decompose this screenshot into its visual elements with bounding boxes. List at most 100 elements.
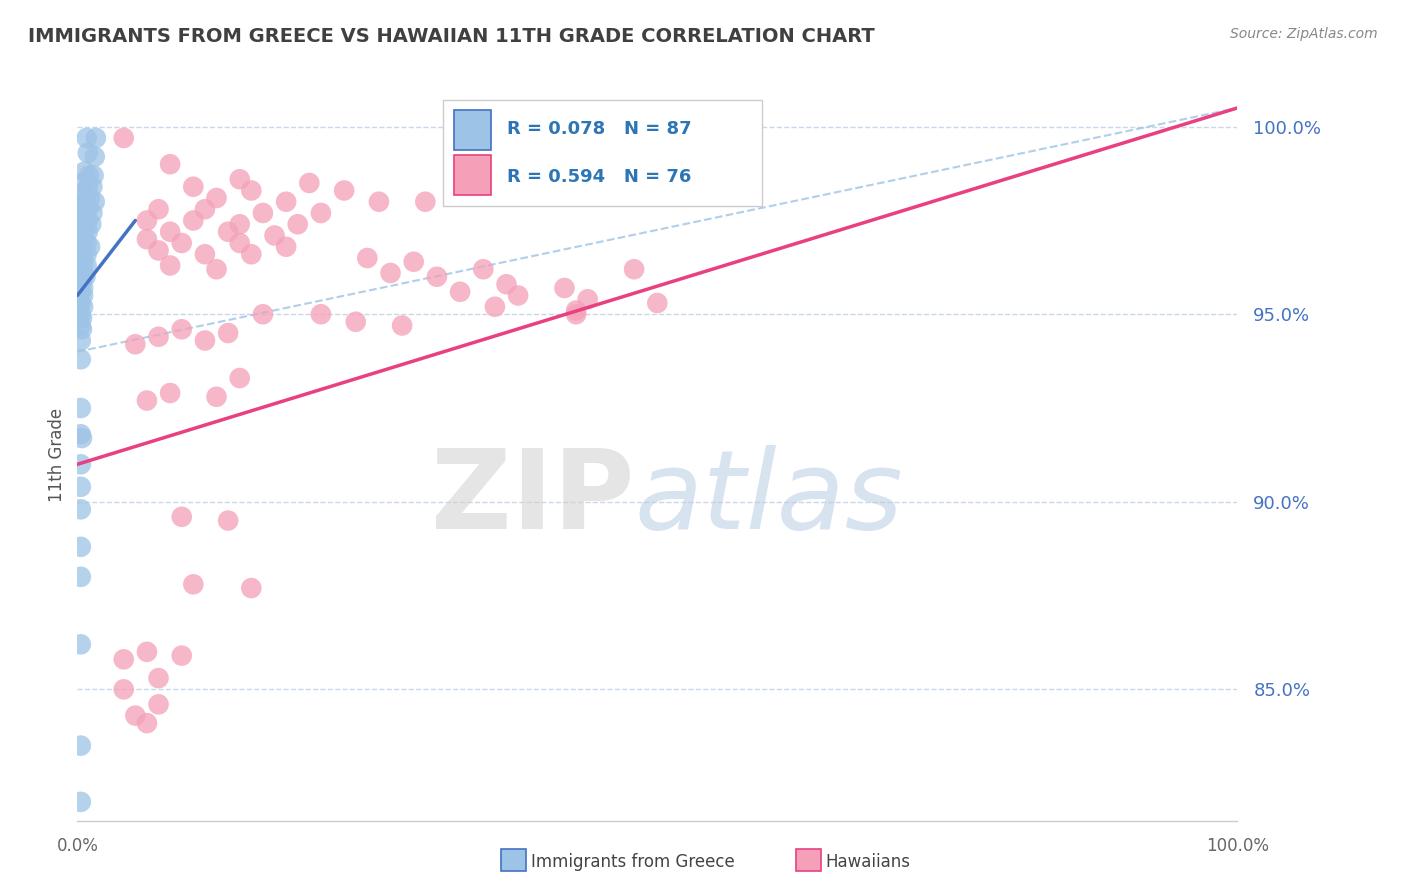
Point	[76, 131, 98, 145]
Point	[69, 502, 91, 516]
Point	[124, 708, 146, 723]
Point	[69, 244, 91, 258]
Point	[344, 315, 367, 329]
Point	[72, 269, 94, 284]
FancyBboxPatch shape	[443, 100, 762, 206]
Point	[495, 277, 517, 292]
Text: Immigrants from Greece: Immigrants from Greece	[531, 853, 735, 871]
Point	[70, 431, 93, 445]
Point	[72, 235, 94, 250]
Point	[205, 390, 228, 404]
Text: Source: ZipAtlas.com: Source: ZipAtlas.com	[1230, 27, 1378, 41]
Point	[506, 288, 529, 302]
Point	[472, 262, 495, 277]
Point	[449, 285, 471, 299]
Text: R = 0.594   N = 76: R = 0.594 N = 76	[506, 168, 690, 186]
Point	[309, 206, 332, 220]
Point	[69, 221, 91, 235]
Point	[83, 169, 105, 183]
Point	[72, 300, 94, 314]
Point	[252, 206, 274, 220]
Point	[205, 262, 228, 277]
Point	[565, 303, 588, 318]
Point	[82, 179, 104, 194]
Point	[333, 184, 356, 198]
Point	[565, 307, 588, 321]
Point	[402, 254, 425, 268]
Point	[70, 187, 93, 202]
Point	[69, 637, 91, 651]
Point	[112, 652, 135, 666]
Point	[69, 480, 91, 494]
Point	[194, 247, 217, 261]
Point	[194, 334, 217, 348]
Text: Hawaiians: Hawaiians	[825, 853, 910, 871]
Point	[148, 671, 170, 685]
Point	[112, 131, 135, 145]
Point	[84, 131, 107, 145]
Point	[69, 277, 91, 292]
Point	[183, 577, 205, 591]
Point	[298, 176, 321, 190]
Text: ZIP: ZIP	[430, 445, 634, 552]
Point	[554, 281, 576, 295]
Point	[76, 247, 98, 261]
Point	[79, 191, 101, 205]
Point	[170, 235, 193, 250]
Point	[112, 682, 135, 697]
Point	[252, 307, 274, 321]
Point	[73, 202, 96, 217]
Point	[170, 509, 193, 524]
Point	[69, 352, 91, 367]
Point	[148, 330, 170, 344]
Point	[80, 217, 103, 231]
Point	[228, 371, 252, 385]
Point	[73, 225, 96, 239]
FancyBboxPatch shape	[796, 848, 821, 871]
Point	[77, 169, 100, 183]
Point	[69, 401, 91, 415]
Point	[69, 296, 91, 310]
Point	[228, 217, 252, 231]
Point	[69, 540, 91, 554]
Point	[135, 213, 157, 227]
Point	[76, 179, 98, 194]
Point	[426, 269, 449, 284]
Point	[75, 269, 97, 284]
Point	[240, 247, 263, 261]
FancyBboxPatch shape	[454, 110, 492, 150]
Point	[76, 259, 98, 273]
Point	[183, 179, 205, 194]
Text: IMMIGRANTS FROM GREECE VS HAWAIIAN 11TH GRADE CORRELATION CHART: IMMIGRANTS FROM GREECE VS HAWAIIAN 11TH …	[28, 27, 875, 45]
Point	[69, 232, 91, 246]
Point	[69, 570, 91, 584]
Point	[76, 235, 98, 250]
Point	[274, 194, 298, 209]
Point	[69, 210, 91, 224]
Point	[135, 393, 157, 408]
Point	[70, 311, 93, 326]
Point	[69, 458, 91, 472]
Point	[69, 739, 91, 753]
Point	[240, 581, 263, 595]
Point	[70, 322, 93, 336]
Point	[240, 184, 263, 198]
Point	[135, 716, 157, 731]
Text: atlas: atlas	[634, 445, 903, 552]
Point	[69, 254, 91, 268]
Point	[148, 698, 170, 712]
Point	[170, 322, 193, 336]
Point	[623, 262, 645, 277]
Point	[217, 225, 239, 239]
Point	[69, 198, 91, 212]
Point	[484, 300, 506, 314]
Point	[135, 645, 157, 659]
Point	[576, 292, 599, 306]
Point	[274, 240, 298, 254]
Point	[228, 172, 252, 186]
Point	[73, 213, 96, 227]
Point	[124, 337, 146, 351]
Point	[72, 288, 94, 302]
Point	[183, 213, 205, 227]
Point	[159, 157, 181, 171]
